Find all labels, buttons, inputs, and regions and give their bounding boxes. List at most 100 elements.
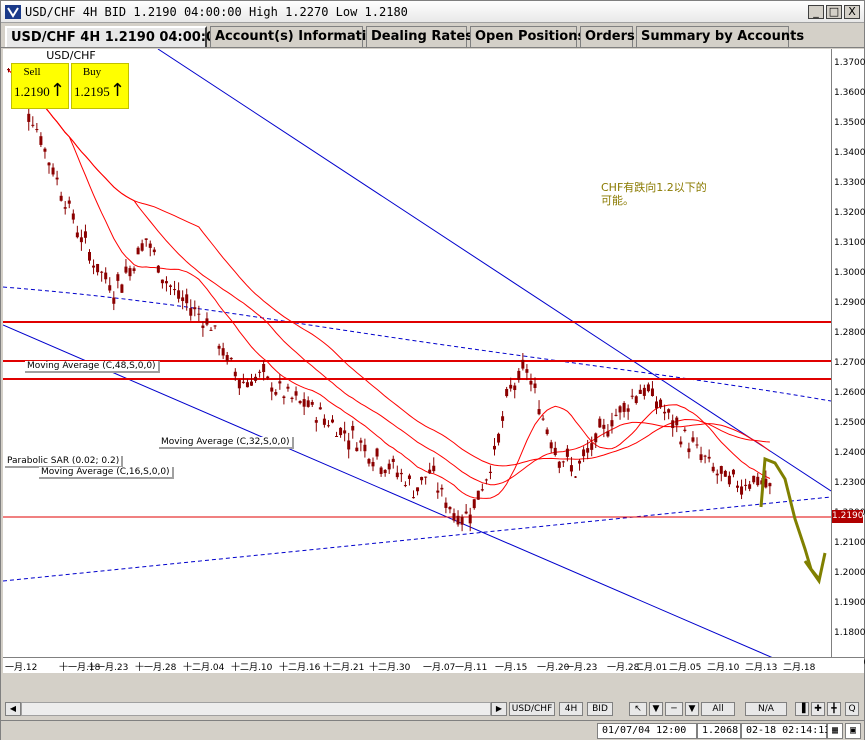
candle-body bbox=[47, 162, 51, 166]
symbol-button[interactable]: USD/CHF bbox=[509, 702, 555, 716]
candle-body bbox=[638, 389, 642, 394]
candle-body bbox=[355, 447, 359, 452]
candle-body bbox=[43, 148, 47, 152]
close-button[interactable]: X bbox=[844, 5, 860, 19]
chevron-down-icon[interactable]: ▼ bbox=[649, 702, 663, 716]
scroll-left-button[interactable]: ◀ bbox=[5, 702, 21, 716]
candle-body bbox=[679, 441, 683, 445]
horizontal-scrollbar[interactable] bbox=[21, 702, 491, 716]
candle-body bbox=[488, 471, 492, 473]
analysis-note: CHF有跌向1.2以下的 可能。 bbox=[599, 179, 719, 223]
sell-panel[interactable]: Sell 1.2190 ↑ bbox=[11, 63, 69, 109]
candle-body bbox=[164, 281, 168, 284]
period-button[interactable]: 4H bbox=[559, 702, 583, 716]
candle-body bbox=[75, 232, 79, 238]
candle-body bbox=[59, 195, 63, 201]
chart-canvas bbox=[3, 49, 831, 657]
candle-body bbox=[432, 465, 436, 472]
candle-body bbox=[416, 487, 420, 492]
candle-body bbox=[322, 418, 326, 425]
tab-orders[interactable]: Orders bbox=[580, 26, 635, 47]
date-tick: 一月.15 bbox=[495, 663, 528, 673]
candle-body bbox=[241, 381, 245, 383]
candle-body bbox=[205, 318, 209, 325]
forecast-arrow bbox=[759, 456, 827, 585]
maximize-button[interactable]: □ bbox=[826, 5, 842, 19]
candle-body bbox=[140, 243, 144, 251]
calculator-icon[interactable]: ▦ bbox=[827, 723, 843, 739]
marker-tool-icon[interactable]: ✚ bbox=[811, 702, 825, 716]
candle-body bbox=[517, 370, 521, 380]
chevron-down-icon[interactable]: ▼ bbox=[685, 702, 699, 716]
candle-body bbox=[428, 469, 432, 474]
bid-button[interactable]: BID bbox=[587, 702, 613, 716]
price-tick: 1.3500 bbox=[834, 118, 865, 128]
minimize-button[interactable]: _ bbox=[808, 5, 824, 19]
candle-body bbox=[116, 274, 120, 281]
title-bar[interactable]: USD/CHF 4H BID 1.2190 04:00:00 High 1.22… bbox=[1, 1, 864, 23]
moving-averages bbox=[8, 69, 771, 499]
quote-widget[interactable]: USD/CHF Sell 1.2190 ↑ Buy 1.2195 ↑ bbox=[9, 49, 133, 113]
candle-body bbox=[286, 386, 290, 389]
candle-body bbox=[177, 290, 181, 299]
candle-body bbox=[51, 167, 55, 175]
ma48-label[interactable]: Moving Average (C,48,S,0,0) bbox=[25, 361, 160, 373]
tab-open-positions[interactable]: Open Positions bbox=[470, 26, 585, 47]
date-tick: 二月.01 bbox=[635, 663, 668, 673]
date-tick: 十二月.30 bbox=[369, 663, 411, 673]
candle-body bbox=[468, 514, 472, 524]
candle-body bbox=[201, 325, 205, 328]
tab-summary-by-accounts[interactable]: Summary by Accounts bbox=[636, 26, 804, 47]
buy-panel[interactable]: Buy 1.2195 ↑ bbox=[71, 63, 129, 109]
tab-dealing-rates[interactable]: Dealing Rates bbox=[366, 26, 473, 47]
tab-chart[interactable]: USD/CHF 4H 1.2190 04:00:00 bbox=[5, 26, 224, 47]
candle-body bbox=[403, 485, 407, 487]
crosshair-icon[interactable]: ╋ bbox=[827, 702, 841, 716]
price-tick: 1.2900 bbox=[834, 298, 865, 308]
candle-body bbox=[529, 380, 533, 385]
candle-body bbox=[667, 409, 671, 413]
price-chart[interactable] bbox=[3, 49, 831, 657]
candle-body bbox=[723, 470, 727, 477]
color-tool-icon[interactable]: ▐ bbox=[795, 702, 809, 716]
price-tick: 1.3400 bbox=[834, 148, 865, 158]
candle-body bbox=[128, 268, 132, 277]
draw-tool-icon[interactable]: ↖ bbox=[629, 702, 647, 716]
candle-body bbox=[659, 399, 663, 408]
status-bar: 01/07/04 12:00 1.2068 02-18 02:14:13 ▦ ▣ bbox=[1, 720, 864, 740]
price-tick: 1.3300 bbox=[834, 178, 865, 188]
app-logo-icon bbox=[5, 4, 21, 19]
date-tick: 十一月.28 bbox=[135, 663, 177, 673]
candle-body bbox=[371, 461, 375, 467]
candle-body bbox=[630, 395, 634, 397]
price-tick: 1.2000 bbox=[834, 568, 865, 578]
line-tool-icon[interactable]: ─ bbox=[665, 702, 683, 716]
current-price-marker: 1.2190 bbox=[832, 510, 864, 523]
candle-body bbox=[88, 252, 91, 261]
zoom-icon[interactable]: Q bbox=[845, 702, 859, 716]
candle-body bbox=[420, 476, 424, 481]
lower-channel-line bbox=[3, 324, 773, 657]
quote-symbol: USD/CHF bbox=[46, 49, 96, 62]
price-axis: 1.3700 1.3600 1.3500 1.3400 1.3300 1.3200 1.31… bbox=[831, 49, 865, 668]
candle-body bbox=[687, 448, 691, 453]
all-button[interactable]: All bbox=[701, 702, 735, 716]
candle-body bbox=[715, 473, 719, 476]
candle-body bbox=[533, 383, 537, 388]
tab-account-information[interactable]: Account(s) Information bbox=[210, 26, 385, 47]
scroll-right-button[interactable]: ▶ bbox=[491, 702, 507, 716]
ma16-label[interactable]: Moving Average (C,16,S,0,0) bbox=[39, 467, 174, 479]
date-tick: 十二月.16 bbox=[279, 663, 321, 673]
ma32-label[interactable]: Moving Average (C,32,S,0,0) bbox=[159, 437, 294, 449]
candle-body bbox=[156, 265, 160, 273]
candlesticks bbox=[7, 68, 772, 532]
candle-body bbox=[569, 465, 573, 472]
candle-body bbox=[484, 479, 488, 481]
lock-icon[interactable]: ▣ bbox=[845, 723, 861, 739]
candle-body bbox=[387, 463, 391, 470]
date-tick: 一月.07 bbox=[423, 663, 456, 673]
candle-body bbox=[541, 418, 545, 420]
price-tick: 1.1900 bbox=[834, 598, 865, 608]
na-button[interactable]: N/A bbox=[745, 702, 787, 716]
